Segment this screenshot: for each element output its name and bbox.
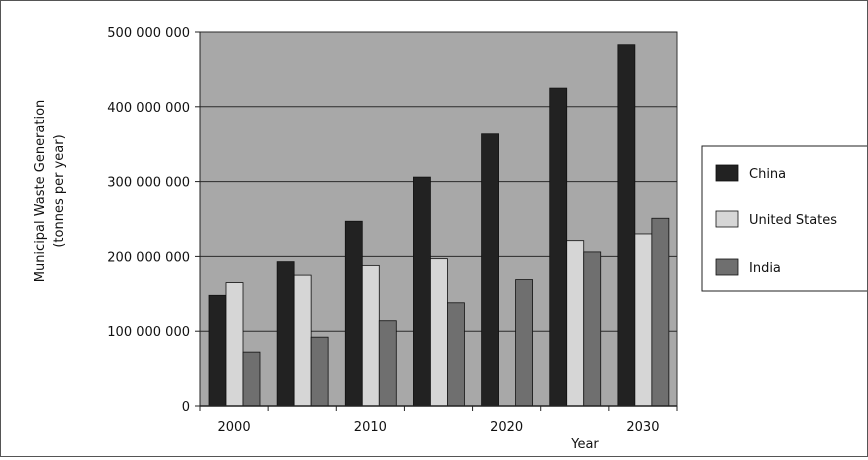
- y-tick-label: 400 000 000: [107, 101, 190, 116]
- bar-china: [276, 261, 295, 407]
- bar-china: [617, 44, 636, 407]
- y-tick-label: 500 000 000: [107, 26, 190, 41]
- bar-china: [549, 87, 568, 407]
- bar-india: [447, 302, 465, 407]
- legend-label: United States: [749, 213, 837, 228]
- x-tick-label: 2010: [354, 420, 387, 435]
- bar-india: [378, 320, 397, 407]
- x-tick-label: 2020: [490, 420, 523, 435]
- bar-india: [310, 336, 329, 407]
- bar-china: [208, 294, 227, 407]
- legend-swatch: [715, 258, 739, 276]
- x-tick-label: 2000: [218, 420, 251, 435]
- bar-united-states: [225, 282, 244, 407]
- y-tick-label: 200 000 000: [107, 250, 190, 265]
- y-tick-label: 100 000 000: [107, 325, 190, 340]
- y-tick-label: 0: [182, 400, 190, 415]
- legend-label: India: [749, 261, 781, 276]
- bar-united-states: [361, 264, 380, 407]
- bar-india: [242, 351, 261, 407]
- bar-united-states: [634, 233, 653, 407]
- axes: [195, 31, 678, 411]
- bar-china: [481, 133, 499, 407]
- bar-united-states: [430, 258, 448, 407]
- y-tick-label: 300 000 000: [107, 176, 190, 191]
- bar-china: [344, 220, 363, 407]
- x-axis-label: Year: [570, 437, 599, 452]
- bar-china: [413, 176, 431, 407]
- bar-india: [583, 251, 602, 407]
- bar-united-states: [293, 274, 312, 407]
- x-tick-label: 2030: [626, 420, 659, 435]
- y-axis-unit-label: (tonnes per year): [52, 134, 67, 247]
- legend-swatch: [715, 210, 739, 228]
- bar-india: [651, 217, 670, 407]
- bar-india: [515, 279, 533, 407]
- x-tick-labels: 2000 2010 2020 2030: [218, 420, 660, 435]
- bar-united-states: [566, 240, 585, 407]
- y-tick-labels: 0 100 000 000 200 000 000 300 000 000 400 00…: [107, 26, 190, 415]
- legend: China United States India: [701, 145, 868, 292]
- legend-label: China: [749, 167, 786, 182]
- legend-swatch: [715, 164, 739, 182]
- bars: [208, 44, 670, 407]
- y-axis-label: Municipal Waste Generation: [33, 100, 48, 283]
